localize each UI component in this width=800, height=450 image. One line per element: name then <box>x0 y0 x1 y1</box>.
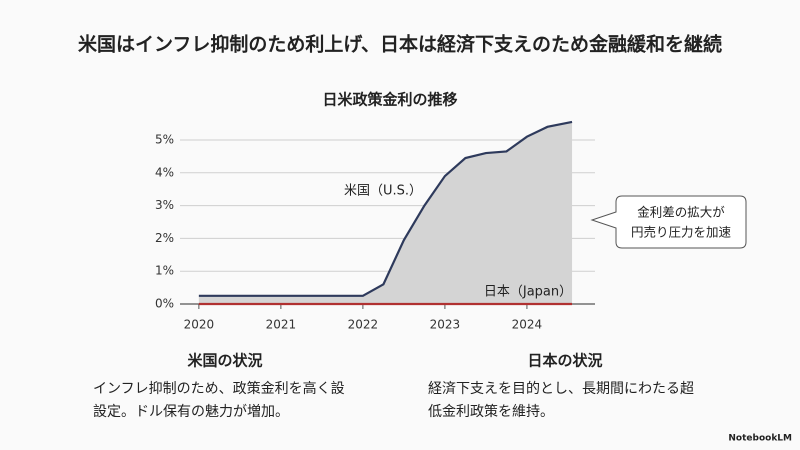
callout-text: 金利差の拡大が <box>637 205 725 220</box>
series-line <box>198 120 573 297</box>
series-label: 米国（U.S.） <box>344 184 422 199</box>
y-tick-label: 4% <box>155 165 174 179</box>
gap-area <box>198 121 573 304</box>
section-heading: 米国の状況 <box>187 352 262 370</box>
y-tick-label: 2% <box>155 231 174 245</box>
chart-title: 日米政策金利の推移 <box>322 91 457 109</box>
series-label: 日本（Japan） <box>484 285 572 300</box>
callout-box <box>590 195 747 249</box>
callout-text: 円売り圧力を加速 <box>631 225 732 240</box>
x-tick-label: 2023 <box>430 318 461 332</box>
section-text: 低金利政策を維持。 <box>428 403 554 420</box>
slide-title: 米国はインフレ抑制のため利上げ、日本は経済下支えのため金融緩和を継続 <box>78 33 722 56</box>
x-tick-label: 2024 <box>512 318 543 332</box>
x-tick-label: 2022 <box>348 318 379 332</box>
section-text: 設定。ドル保有の魅力が増加。 <box>93 404 289 420</box>
y-tick-label: 5% <box>155 132 174 146</box>
x-tick-label: 2020 <box>184 318 215 332</box>
y-tick-label: 1% <box>155 264 174 278</box>
y-tick-label: 0% <box>155 297 174 311</box>
section-text: 経済下支えを目的とし、長期間にわたる超 <box>428 381 694 397</box>
section-heading: 日本の状況 <box>527 352 602 370</box>
footer-logo: NotebookLM <box>728 434 792 444</box>
y-tick-label: 3% <box>155 198 174 212</box>
section-text: インフレ抑制のため、政策金利を高く設 <box>93 380 345 397</box>
x-tick-label: 2021 <box>266 318 297 332</box>
